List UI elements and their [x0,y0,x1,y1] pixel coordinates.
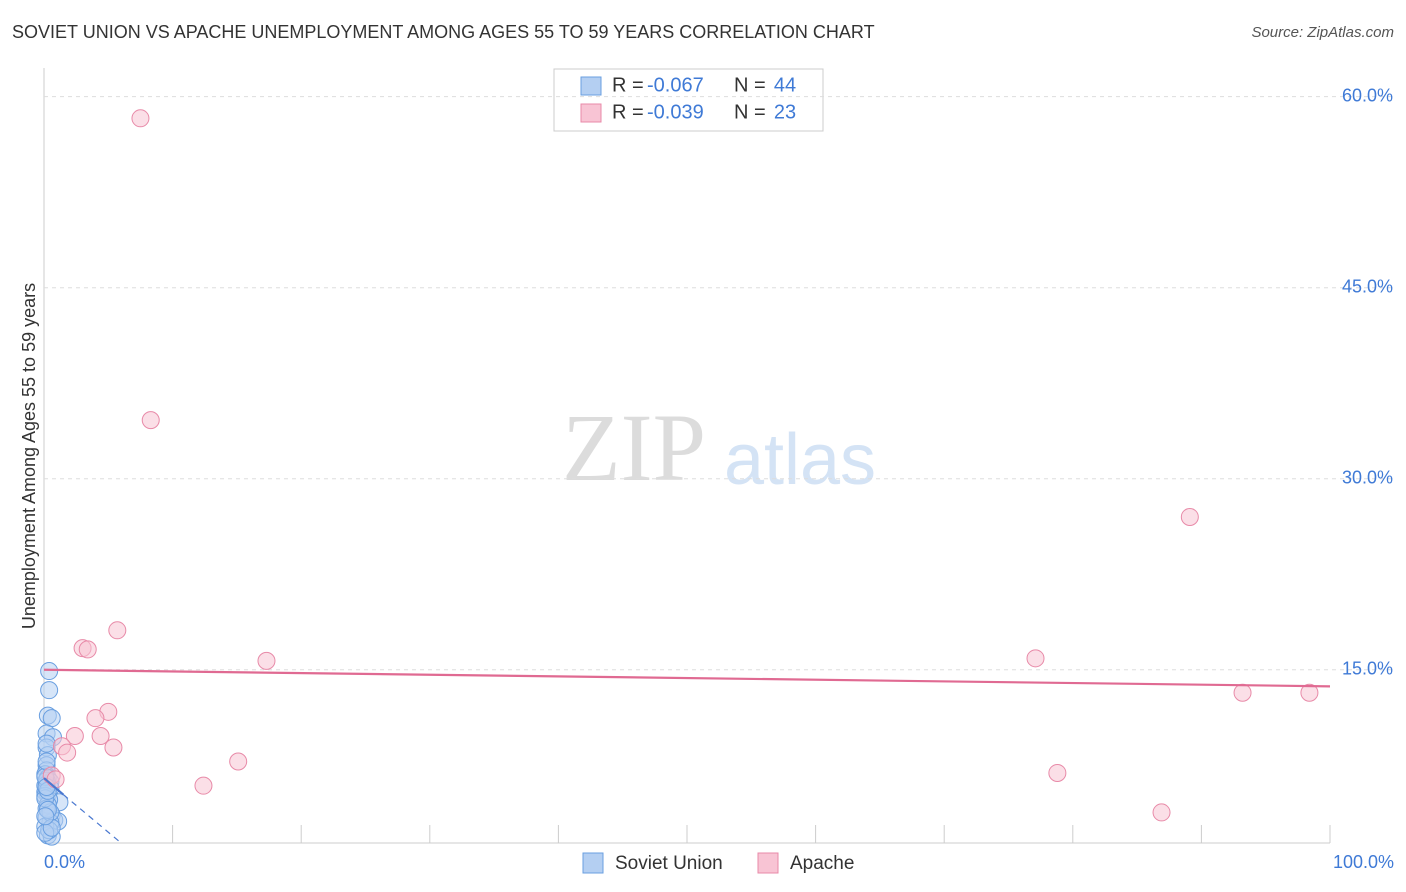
point [37,734,56,753]
watermark: atlas [724,420,876,500]
x-tick-label: 0.0% [44,852,85,872]
y-tick-label: 45.0% [1342,276,1393,296]
legend-label: Soviet Union [615,853,723,874]
legend-label: Apache [790,853,854,874]
point [1233,683,1252,702]
legend-r-label: R = [612,74,644,96]
point [1300,683,1319,702]
point [86,709,105,728]
legend-swatch [580,103,602,123]
legend-n-label: N = [734,74,766,96]
legend-swatch [757,852,779,874]
trend-line [43,668,1331,688]
point [40,662,59,681]
point [42,709,61,728]
legend-n-label: N = [734,101,766,123]
point [36,807,55,826]
legend-r-label: R = [612,101,644,123]
point [1180,507,1199,526]
source: Source: ZipAtlas.com [1251,24,1394,41]
point [104,738,123,757]
legend-n-value: 44 [774,74,796,96]
legend-r-value: -0.039 [647,101,704,123]
point [108,621,127,640]
point [1152,803,1171,822]
point [40,681,59,700]
point [78,640,97,659]
trend-line [43,777,65,796]
point [131,109,150,128]
legend-swatch [582,852,604,874]
y-tick-label: 60.0% [1342,85,1393,105]
point [1026,649,1045,668]
point [65,727,84,746]
trend-line-extension [62,794,122,844]
point [46,770,65,789]
point [257,651,276,670]
watermark: ZIP [562,394,706,501]
point [229,752,248,771]
y-tick-label: 15.0% [1342,659,1393,679]
point [194,776,213,795]
legend-swatch [580,76,602,96]
point [58,743,77,762]
point [91,727,110,746]
chart-title: SOVIET UNION VS APACHE UNEMPLOYMENT AMON… [12,22,875,42]
legend-n-value: 23 [774,101,796,123]
point [141,411,160,430]
y-axis-label: Unemployment Among Ages 55 to 59 years [19,283,39,629]
point [1048,763,1067,782]
legend-r-value: -0.067 [647,74,704,96]
y-tick-label: 30.0% [1342,467,1393,487]
x-tick-label: 100.0% [1333,852,1394,872]
